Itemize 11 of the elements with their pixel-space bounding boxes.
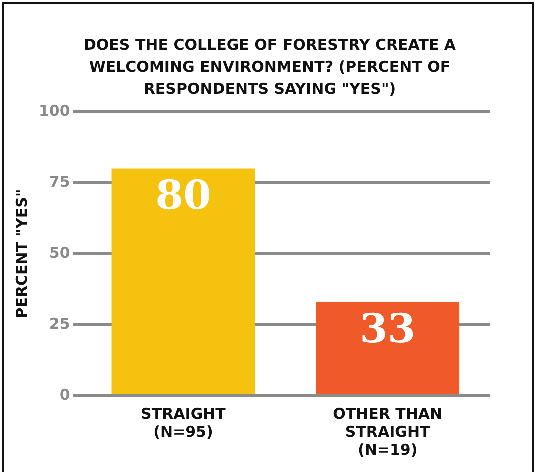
y-tick-label: 100 — [39, 102, 70, 120]
y-axis-title: PERCENT "YES" — [12, 189, 31, 319]
y-tick-label: 0 — [60, 386, 70, 404]
data-label: 33 — [360, 306, 416, 353]
y-tick-label: 25 — [49, 314, 70, 333]
y-tick-label: 50 — [49, 244, 70, 262]
y-tick-label: 75 — [49, 172, 70, 191]
data-label: 80 — [156, 172, 212, 220]
chart-title: DOES THE COLLEGE OF FORESTRY CREATE A WELCOMING ENVIRONMENT? (PERCENT OF RESPONDENTS SAYING "YES") — [82, 35, 458, 100]
x-tick-label: OTHER THAN STRAIGHT (N=19) — [333, 404, 443, 459]
x-tick-label: STRAIGHT (N=95) — [141, 404, 227, 441]
